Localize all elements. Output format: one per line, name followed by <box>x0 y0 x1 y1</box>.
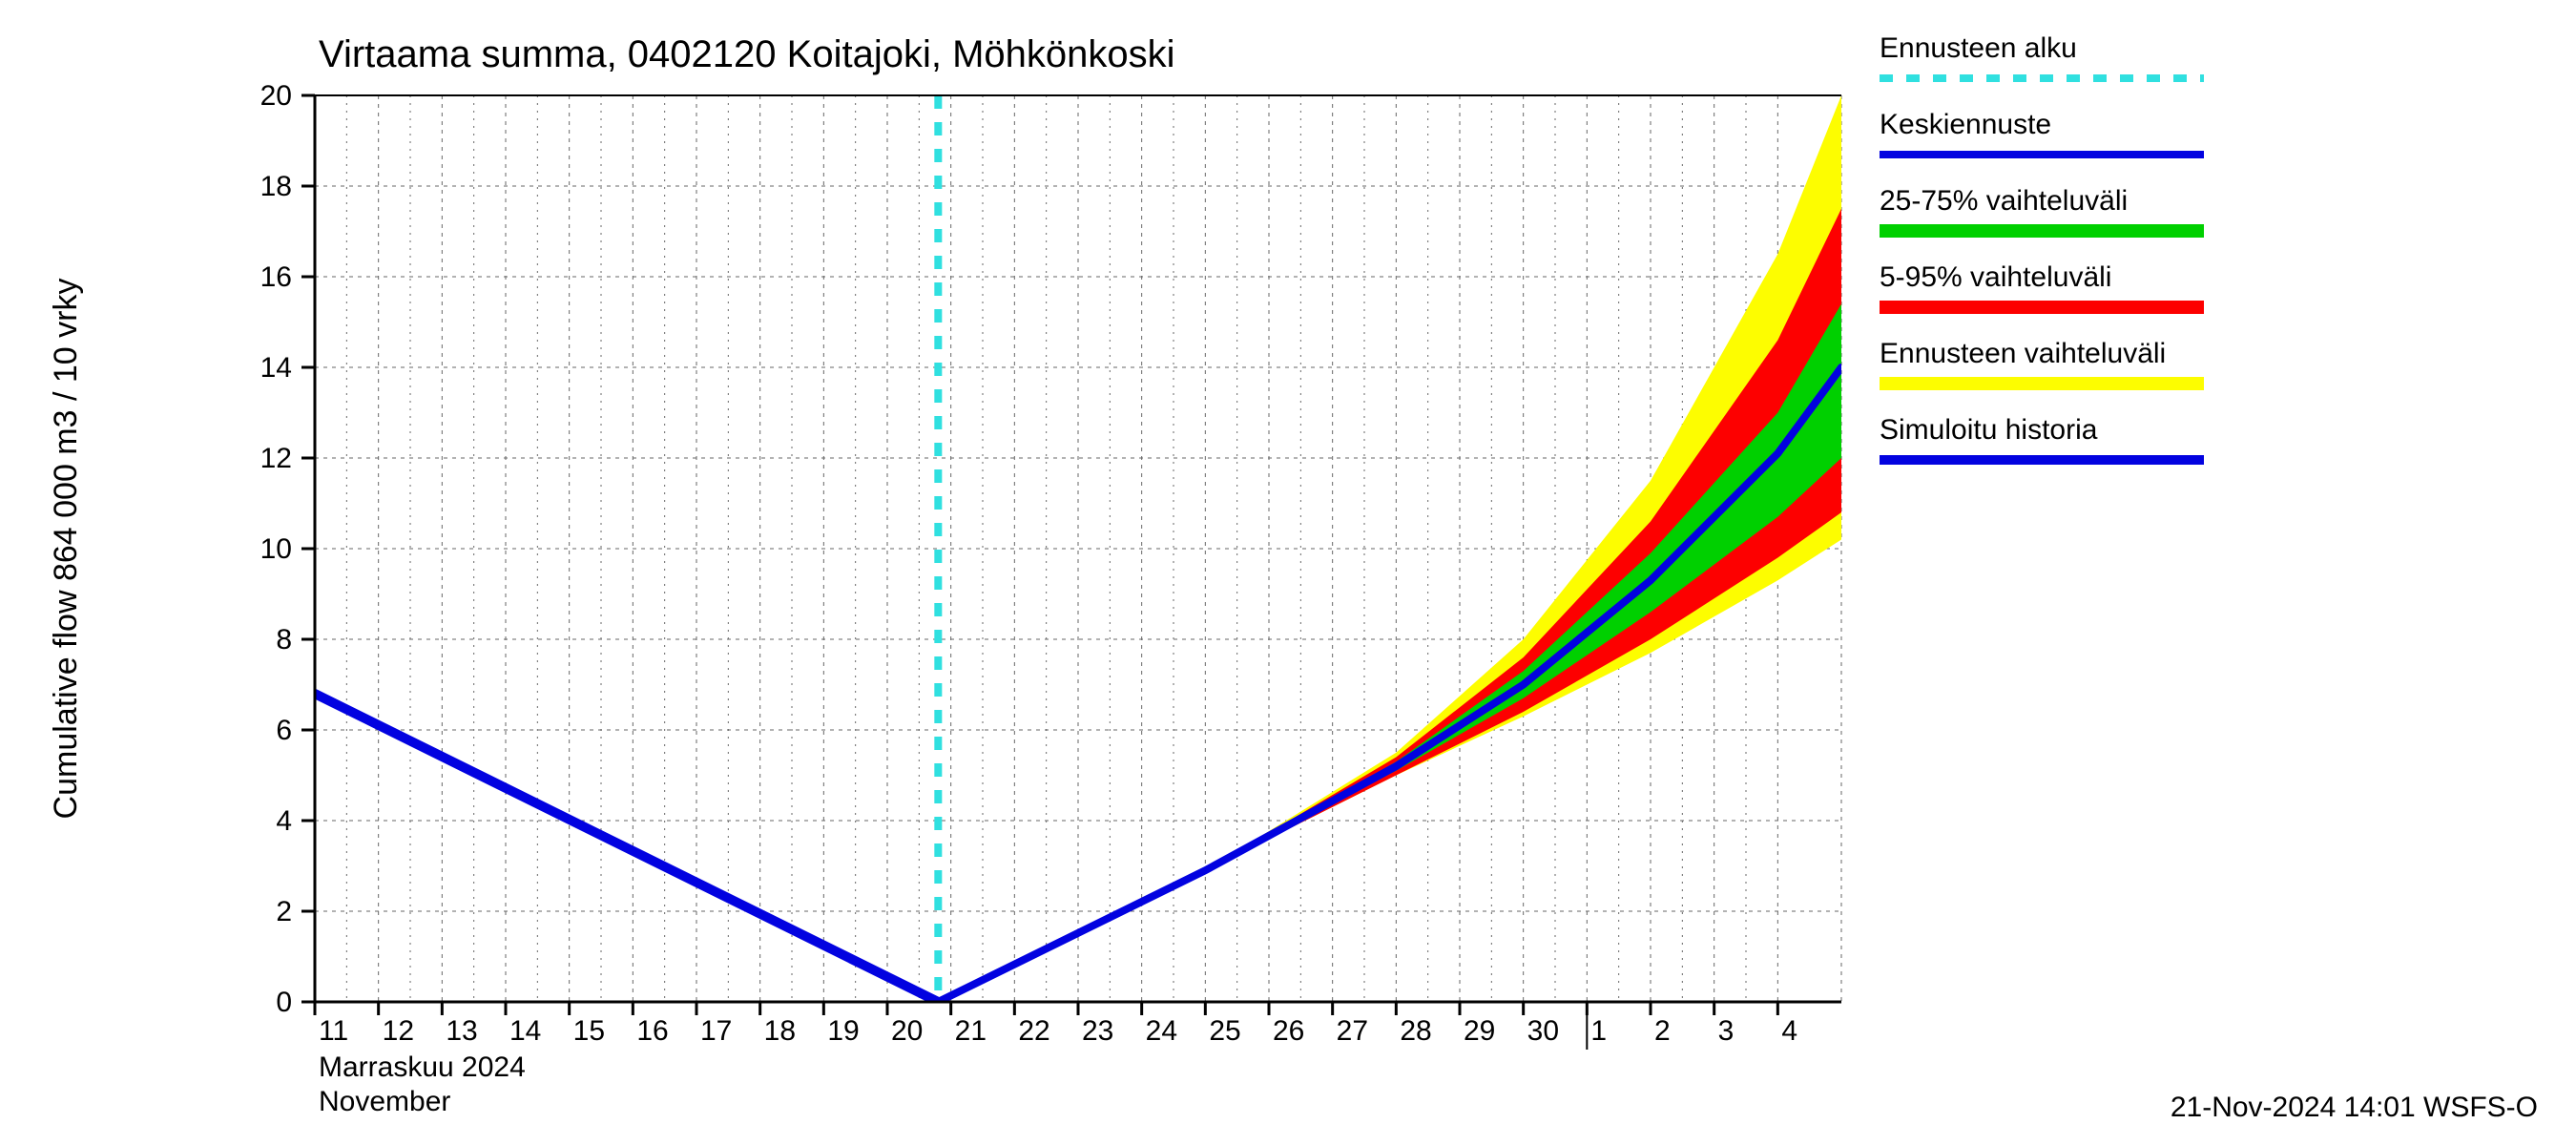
y-tick-label: 8 <box>276 624 292 656</box>
y-tick-label: 12 <box>260 443 292 474</box>
x-tick-label: 23 <box>1082 1015 1113 1047</box>
x-tick-label: 24 <box>1146 1015 1177 1047</box>
y-tick-label: 10 <box>260 533 292 565</box>
chart-svg: 0246810121416182011121314151617181920212… <box>0 0 2576 1145</box>
x-tick-label: 27 <box>1337 1015 1368 1047</box>
x-tick-label: 17 <box>700 1015 732 1047</box>
legend-label: Ennusteen alku <box>1880 32 2077 64</box>
y-axis-label: Cumulative flow 864 000 m3 / 10 vrky <box>48 279 84 820</box>
y-tick-label: 6 <box>276 715 292 746</box>
x-tick-label: 13 <box>446 1015 477 1047</box>
legend-label: 25-75% vaihteluväli <box>1880 185 2128 217</box>
legend-swatch <box>1880 224 2204 238</box>
x-tick-label: 15 <box>573 1015 605 1047</box>
y-tick-label: 4 <box>276 805 292 837</box>
x-tick-label: 26 <box>1273 1015 1304 1047</box>
x-tick-label: 30 <box>1527 1015 1559 1047</box>
x-tick-label: 2 <box>1654 1015 1671 1047</box>
x-tick-label: 3 <box>1718 1015 1735 1047</box>
x-tick-label: 28 <box>1400 1015 1431 1047</box>
x-tick-label: 29 <box>1464 1015 1495 1047</box>
chart-title: Virtaama summa, 0402120 Koitajoki, Möhkö… <box>319 33 1175 75</box>
chart-background <box>0 0 2576 1145</box>
x-tick-label: 12 <box>383 1015 414 1047</box>
x-tick-label: 4 <box>1781 1015 1797 1047</box>
y-tick-label: 0 <box>276 987 292 1018</box>
legend-label: Ennusteen vaihteluväli <box>1880 338 2166 369</box>
y-tick-label: 14 <box>260 352 292 384</box>
y-tick-label: 16 <box>260 261 292 293</box>
month-label-fi: Marraskuu 2024 <box>319 1051 526 1083</box>
y-tick-label: 18 <box>260 171 292 202</box>
x-tick-label: 11 <box>319 1015 348 1047</box>
x-tick-label: 19 <box>827 1015 859 1047</box>
legend-label: Simuloitu historia <box>1880 414 2098 446</box>
legend-swatch <box>1880 301 2204 314</box>
legend-swatch <box>1880 377 2204 390</box>
x-tick-label: 20 <box>891 1015 923 1047</box>
x-tick-label: 21 <box>955 1015 987 1047</box>
y-tick-label: 20 <box>260 80 292 112</box>
x-tick-label: 22 <box>1018 1015 1049 1047</box>
y-tick-label: 2 <box>276 896 292 927</box>
x-tick-label: 25 <box>1209 1015 1240 1047</box>
legend-label: 5-95% vaihteluväli <box>1880 261 2111 293</box>
month-label-en: November <box>319 1086 450 1117</box>
x-tick-label: 18 <box>764 1015 796 1047</box>
chart-container: 0246810121416182011121314151617181920212… <box>0 0 2576 1145</box>
footer-timestamp: 21-Nov-2024 14:01 WSFS-O <box>2171 1092 2538 1123</box>
x-tick-label: 14 <box>509 1015 541 1047</box>
x-tick-label: 16 <box>636 1015 668 1047</box>
x-tick-label: 1 <box>1590 1015 1607 1047</box>
legend-label: Keskiennuste <box>1880 109 2051 140</box>
